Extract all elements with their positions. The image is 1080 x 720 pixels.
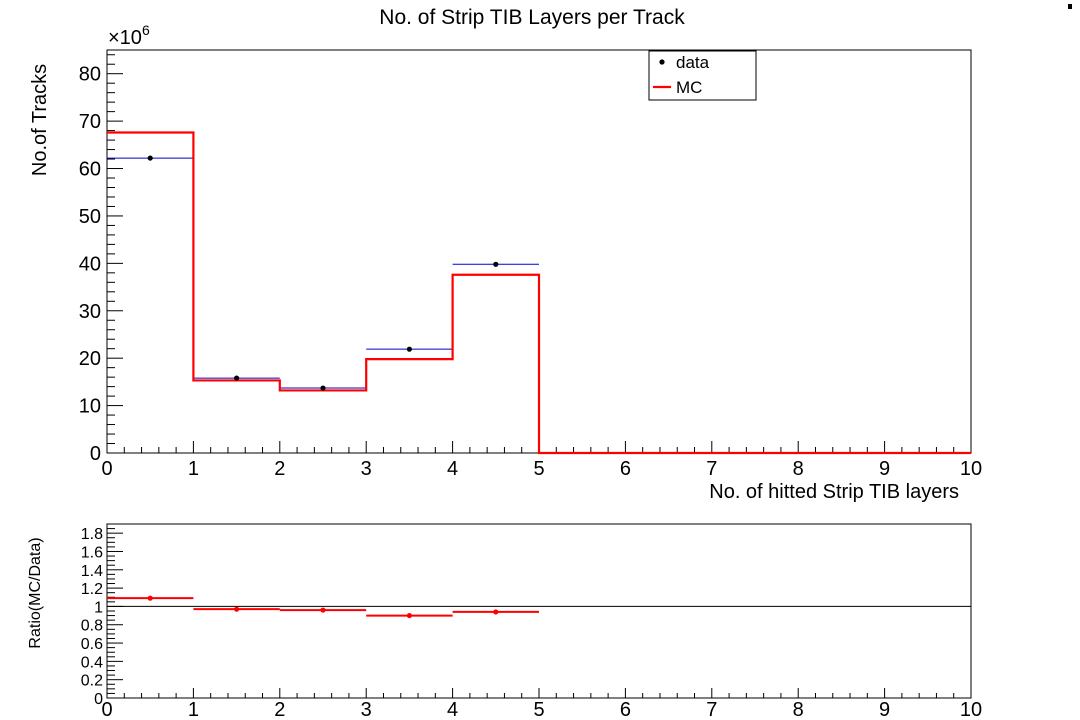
ratio-x-tick-label: 8 <box>793 699 804 720</box>
ratio-y-tick-label: 0.2 <box>81 673 103 690</box>
x-tick-label: 1 <box>188 458 199 480</box>
ratio-point <box>493 609 499 615</box>
legend-data-marker <box>659 59 665 65</box>
y-tick-label: 40 <box>79 253 101 275</box>
x-axis-label: No. of hitted Strip TIB layers <box>709 481 959 503</box>
y-tick-label: 80 <box>79 64 101 86</box>
x-tick-label: 8 <box>793 458 804 480</box>
ratio-x-tick-label: 1 <box>188 699 199 720</box>
ratio-x-tick-label: 6 <box>620 699 631 720</box>
ratio-series <box>107 595 539 619</box>
x-tick-label: 10 <box>960 458 982 480</box>
main-y-tick-labels: 0 10 20 30 40 50 60 70 80 <box>79 64 101 465</box>
ratio-x-tick-label: 7 <box>706 699 717 720</box>
y-tick-label: 10 <box>79 396 101 418</box>
data-point <box>406 346 412 352</box>
ratio-y-tick-label: 1.6 <box>81 544 103 561</box>
ratio-y-tick-label: 0 <box>94 691 103 708</box>
ratio-y-axis-label: Ratio(MC/Data) <box>27 537 44 648</box>
ratio-x-tick-label: 5 <box>533 699 544 720</box>
ratio-x-tick-labels: 0 1 2 3 4 5 6 7 8 9 10 <box>101 699 982 720</box>
y-tick-label: 30 <box>79 301 101 323</box>
ratio-y-tick-label: 1.8 <box>81 526 103 543</box>
y-tick-label: 60 <box>79 159 101 181</box>
x-tick-label: 4 <box>447 458 458 480</box>
legend-box <box>648 50 757 101</box>
data-points <box>147 155 499 391</box>
ratio-y-tick-label: 1.4 <box>81 563 103 580</box>
ratio-point <box>234 606 240 612</box>
ratio-y-tick-label: 0.6 <box>81 636 103 653</box>
x-tick-label: 6 <box>620 458 631 480</box>
main-plot: No. of Strip TIB Layers per Track 0 1 2 3 4 5… <box>29 6 982 503</box>
y-tick-label: 20 <box>79 348 101 370</box>
data-point <box>147 155 153 161</box>
ratio-x-tick-label: 10 <box>960 699 982 720</box>
ratio-y-tick-label: 0.8 <box>81 618 103 635</box>
x-tick-label: 7 <box>706 458 717 480</box>
y-tick-label: 70 <box>79 111 101 133</box>
mc-step-line <box>107 131 971 455</box>
x-tick-label: 2 <box>274 458 285 480</box>
corner-marker <box>1068 4 1072 9</box>
x-tick-label: 9 <box>879 458 890 480</box>
y-tick-label: 50 <box>79 206 101 228</box>
y-axis-label: No.of Tracks <box>29 64 51 176</box>
data-point <box>320 385 326 391</box>
ratio-y-tick-labels: 00.2 0.40.60.8 11.21.4 1.61.8 <box>81 526 103 708</box>
ratio-y-tick-label: 1 <box>94 599 103 616</box>
ratio-plot: 0 1 2 3 4 5 6 7 8 9 10 00.20.40.60.811.21.41.61.8 … <box>27 523 982 720</box>
data-point <box>493 261 499 267</box>
main-x-tick-labels: 0 1 2 3 4 5 6 7 8 9 10 <box>101 458 982 480</box>
ratio-x-tick-label: 4 <box>447 699 458 720</box>
legend-data-label: data <box>676 53 710 72</box>
ratio-point <box>320 607 326 613</box>
x-tick-label: 5 <box>533 458 544 480</box>
ratio-x-tick-label: 0 <box>101 699 112 720</box>
legend: data MC <box>648 50 757 101</box>
ratio-point <box>147 595 153 601</box>
chart-title: No. of Strip TIB Layers per Track <box>379 6 685 29</box>
y-exponent-label: ×106 <box>108 22 150 49</box>
legend-mc-label: MC <box>676 78 702 97</box>
ratio-x-tick-label: 3 <box>361 699 372 720</box>
ratio-y-tick-label: 0.4 <box>81 654 103 671</box>
ratio-minor-y-ticks <box>107 528 123 699</box>
ratio-x-tick-label: 9 <box>879 699 890 720</box>
main-minor-y-ticks <box>107 54 123 454</box>
data-point <box>234 375 240 381</box>
y-tick-label: 0 <box>90 443 101 465</box>
ratio-x-tick-label: 2 <box>274 699 285 720</box>
ratio-y-tick-label: 1.2 <box>81 581 103 598</box>
ratio-minor-x-ticks <box>106 688 972 698</box>
data-series <box>107 157 539 389</box>
x-tick-label: 3 <box>361 458 372 480</box>
x-tick-label: 0 <box>101 458 112 480</box>
ratio-point <box>406 612 412 619</box>
main-minor-x-ticks <box>106 441 972 453</box>
